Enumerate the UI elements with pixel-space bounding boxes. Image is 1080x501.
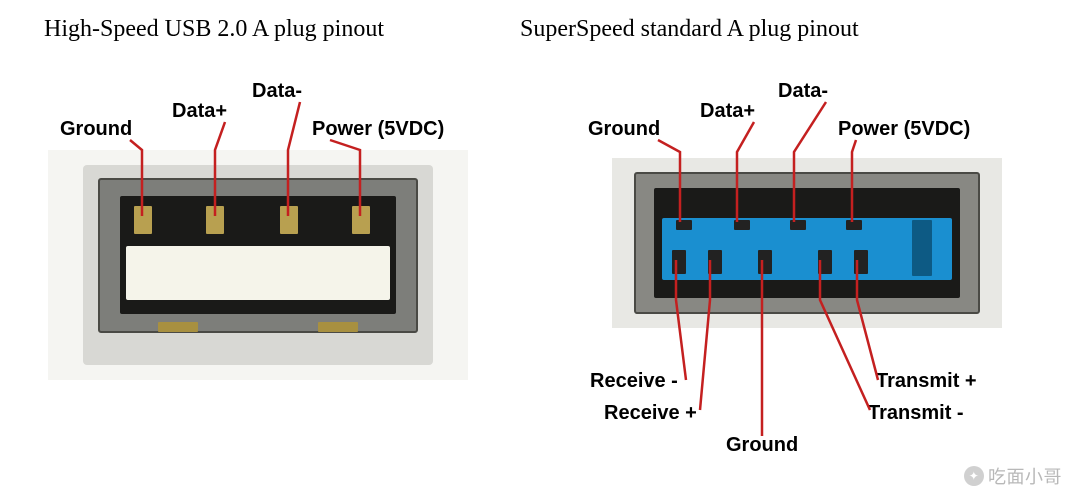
usb3-panel: SuperSpeed standard A plug pinout Ground… — [540, 0, 1080, 501]
usb3-label-txplus: Transmit + — [876, 370, 977, 393]
diagram-container: High-Speed USB 2.0 A plug pinout Ground … — [0, 0, 1080, 501]
watermark-text: 吃面小哥 — [988, 463, 1062, 489]
usb3-label-power: Power (5VDC) — [838, 118, 970, 141]
usb2-label-dataminus: Data- — [252, 80, 302, 103]
usb2-contact-1 — [134, 206, 152, 234]
usb3-top-contact-2 — [734, 220, 750, 230]
usb3-top-contact-4 — [846, 220, 862, 230]
usb3-bot-contact-4 — [818, 250, 832, 274]
usb3-top-contact-1 — [676, 220, 692, 230]
usb3-label-txminus: Transmit - — [868, 402, 964, 425]
usb2-tongue — [126, 246, 390, 300]
usb2-label-dataplus: Data+ — [172, 100, 227, 123]
usb3-bot-contact-2 — [708, 250, 722, 274]
usb2-contact-3 — [280, 206, 298, 234]
usb3-tongue — [662, 218, 952, 280]
usb3-side-feature — [912, 220, 932, 276]
usb2-tab-r — [318, 322, 358, 332]
watermark-icon: ✦ — [964, 466, 984, 486]
usb2-port-area — [48, 150, 468, 380]
usb3-bot-contact-3 — [758, 250, 772, 274]
usb3-bot-contact-1 — [672, 250, 686, 274]
usb2-label-power: Power (5VDC) — [312, 118, 444, 141]
usb3-label-dataplus: Data+ — [700, 100, 755, 123]
usb3-title: SuperSpeed standard A plug pinout — [520, 16, 859, 43]
usb2-label-ground: Ground — [60, 118, 132, 141]
usb3-label-rxplus: Receive + — [604, 402, 697, 425]
usb3-label-ground-bot: Ground — [726, 434, 798, 457]
usb2-contact-2 — [206, 206, 224, 234]
usb2-title: High-Speed USB 2.0 A plug pinout — [44, 16, 384, 43]
usb2-tab-l — [158, 322, 198, 332]
usb3-label-ground-top: Ground — [588, 118, 660, 141]
usb3-label-rxminus: Receive - — [590, 370, 678, 393]
usb3-top-contact-3 — [790, 220, 806, 230]
usb3-port-area — [612, 158, 1002, 328]
usb2-panel: High-Speed USB 2.0 A plug pinout Ground … — [0, 0, 540, 501]
usb2-contact-4 — [352, 206, 370, 234]
usb3-label-dataminus: Data- — [778, 80, 828, 103]
usb3-bot-contact-5 — [854, 250, 868, 274]
watermark: ✦ 吃面小哥 — [964, 463, 1062, 489]
